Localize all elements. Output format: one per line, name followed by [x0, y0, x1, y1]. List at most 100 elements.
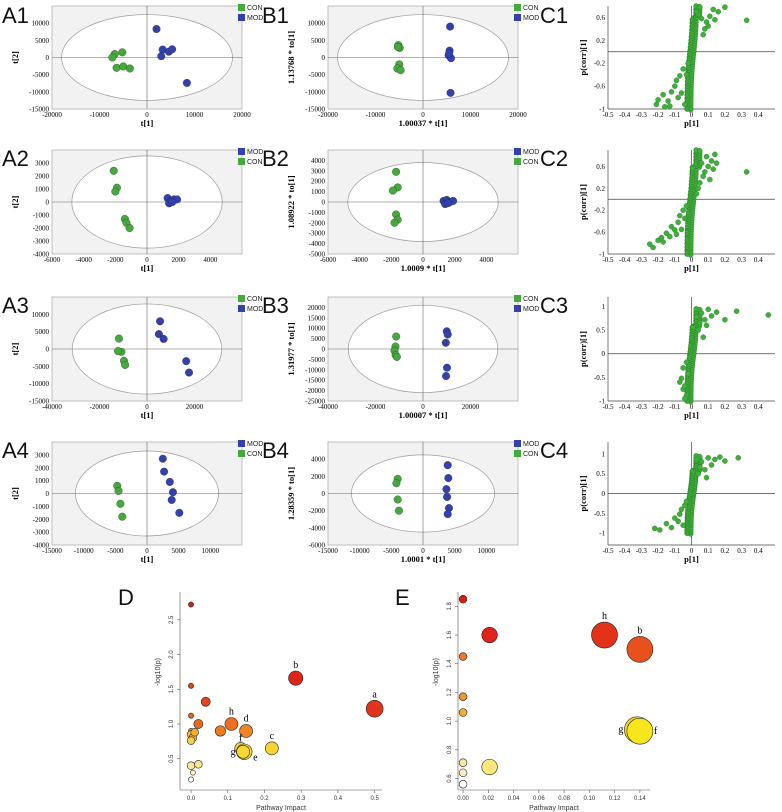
- y-tick-label: 2000: [311, 473, 326, 481]
- pathway-label-b: b: [293, 660, 298, 671]
- point-mod: [443, 363, 451, 372]
- pathway-bubble: [194, 760, 203, 769]
- point-con: [111, 187, 120, 196]
- x-tick-label: 0: [690, 256, 694, 264]
- legend-label-con: CON: [523, 451, 539, 458]
- variable-point: [653, 101, 660, 108]
- pathway-bubble: [186, 761, 196, 770]
- point-con: [118, 48, 127, 57]
- y-tick-label: -6000: [309, 542, 326, 550]
- variable-point: [672, 83, 678, 89]
- pathway-label-c: c: [270, 731, 275, 742]
- x-tick-label: 0.00: [457, 796, 469, 802]
- variable-point: [715, 8, 721, 15]
- x-tick-label: 2000: [448, 256, 463, 264]
- legend-label-con: CON: [247, 296, 263, 303]
- variable-point: [722, 316, 728, 323]
- pathway-bubble: [239, 724, 253, 738]
- variable-point: [668, 89, 675, 95]
- x-axis-label: p[1]: [684, 554, 699, 564]
- legend-label-con: CON: [523, 159, 539, 166]
- point-con: [393, 495, 402, 504]
- y-tick-label: -1: [599, 251, 605, 259]
- variable-point: [673, 231, 680, 238]
- y-tick-label: -0.6: [594, 229, 606, 237]
- variable-point: [703, 153, 710, 160]
- y-tick-label: 1.8: [447, 602, 453, 611]
- point-mod: [156, 317, 165, 326]
- legend-label-con: CON: [247, 5, 263, 12]
- pathway-label-f: f: [654, 726, 658, 737]
- variable-point: [695, 470, 701, 477]
- x-tick-label: 20000: [186, 403, 204, 411]
- y-tick-label: -4000: [309, 524, 326, 532]
- variable-point: [712, 456, 718, 463]
- x-tick-label: 0.04: [508, 796, 520, 802]
- y-tick-label: 1.6: [447, 630, 453, 639]
- variable-point: [677, 212, 683, 219]
- x-tick-label: 0.06: [533, 796, 545, 802]
- point-mod: [167, 495, 176, 504]
- variable-point: [710, 166, 716, 172]
- y-tick-label: -0.5: [594, 374, 606, 382]
- x-axis-label: p[1]: [684, 263, 699, 273]
- y-tick-label: -15000: [305, 377, 325, 385]
- panel-label: C2: [540, 146, 568, 171]
- point-con: [121, 360, 130, 369]
- y-tick-label: 3000: [35, 160, 50, 168]
- x-tick-label: 0: [690, 111, 694, 119]
- legend-swatch-mod: [238, 305, 245, 312]
- panel-c4: C4 -0.5 -0.4 -0.3 -0.2 -0.1 0 0.1 0.2 0.3 0.4 -1 -0.…: [540, 438, 775, 564]
- point-mod: [443, 330, 452, 339]
- variable-point: [722, 458, 728, 464]
- variable-point: [712, 151, 718, 158]
- x-tick-label: 0.2: [721, 403, 730, 411]
- y-tick-label: 0.5: [596, 470, 605, 478]
- y-tick-label: -5000: [309, 356, 326, 364]
- legend-swatch-mod: [238, 440, 245, 447]
- point-mod: [169, 488, 177, 497]
- x-tick-label: 0.10: [584, 796, 596, 802]
- variable-point: [660, 91, 666, 98]
- x-tick-label: -5000: [383, 547, 400, 555]
- x-axis-label: Pathway Impact: [256, 805, 306, 812]
- variable-point: [657, 527, 663, 533]
- variable-point: [685, 370, 691, 377]
- y-axis-label: -log10(p): [433, 658, 440, 686]
- y-tick-label: -1000: [33, 212, 50, 220]
- x-axis-label: Pathway Impact: [529, 805, 579, 812]
- x-tick-label: -0.3: [636, 403, 648, 411]
- x-tick-label: -0.4: [619, 403, 631, 411]
- variable-point: [667, 233, 673, 240]
- variable-point: [682, 101, 688, 108]
- y-axis-label: 1.28359 * to[1]: [286, 467, 296, 520]
- pathway-bubble: [288, 670, 304, 686]
- variable-point: [702, 316, 708, 323]
- panel-label: D: [118, 585, 134, 610]
- y-tick-label: 2.5: [169, 615, 175, 624]
- legend-swatch-mod: [238, 14, 245, 21]
- x-tick-label: 0: [421, 403, 425, 411]
- y-tick-label: 10000: [308, 20, 326, 28]
- pathway-label-b: b: [637, 625, 642, 636]
- x-axis-label: t[1]: [141, 263, 154, 273]
- legend-label-con: CON: [247, 451, 263, 458]
- y-tick-label: -2000: [309, 219, 326, 227]
- point-mod: [444, 474, 453, 482]
- panel-label: B4: [262, 438, 289, 463]
- y-tick-label: 10000: [308, 325, 326, 333]
- variable-point: [700, 173, 706, 180]
- x-tick-label: -40000: [42, 403, 62, 411]
- variable-point: [678, 506, 685, 513]
- variable-point: [705, 306, 711, 313]
- legend-label-mod: MOD: [247, 149, 263, 156]
- x-tick-label: -4000: [75, 256, 92, 264]
- y-tick-label: 3000: [311, 167, 326, 175]
- x-tick-label: 0: [421, 111, 425, 119]
- panel-label: C1: [540, 3, 568, 28]
- y-tick-label: 0: [322, 54, 326, 62]
- variable-point: [652, 525, 658, 532]
- x-tick-label: -0.3: [636, 547, 648, 555]
- y-tick-label: -3000: [33, 238, 50, 246]
- pathway-bubble: [626, 636, 654, 663]
